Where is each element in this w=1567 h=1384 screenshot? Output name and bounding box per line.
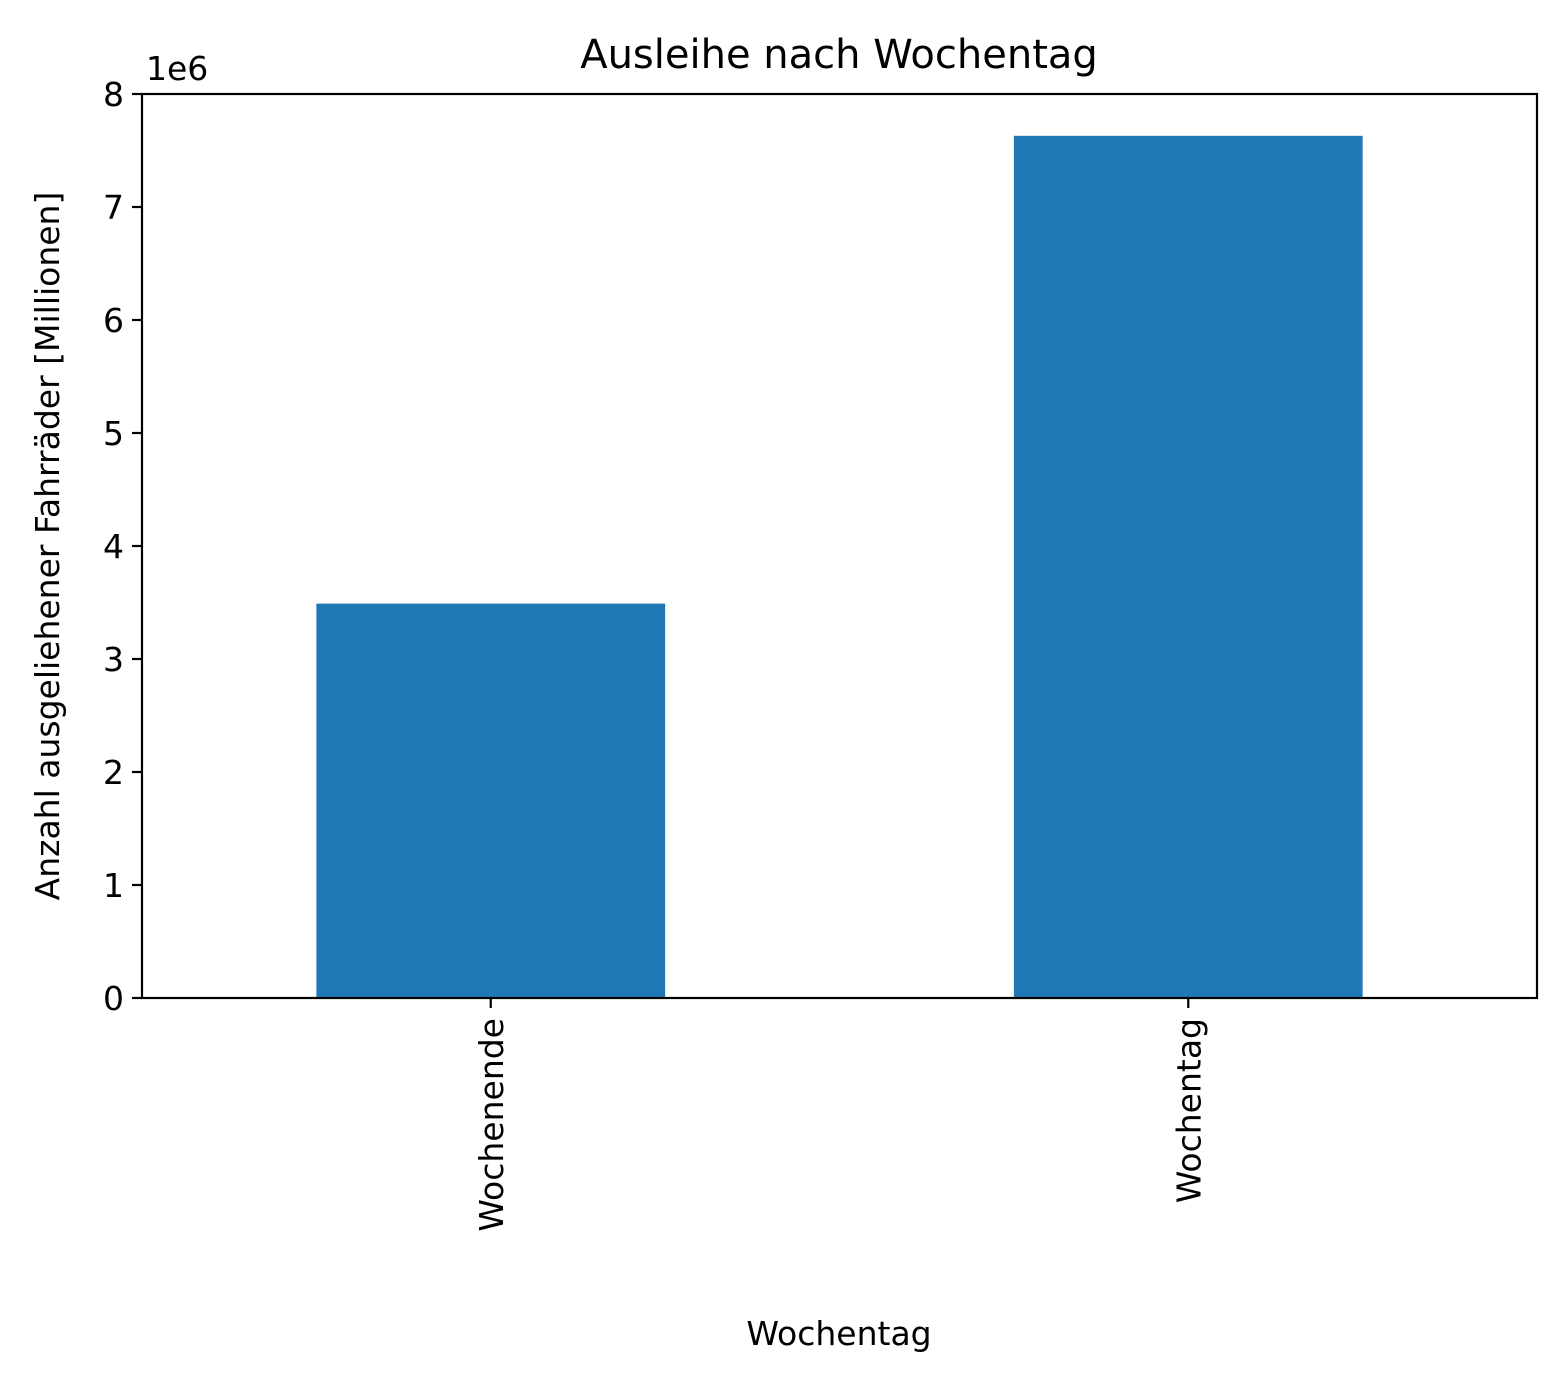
chart-title: Ausleihe nach Wochentag <box>580 32 1098 78</box>
bar-wochenende <box>316 603 666 998</box>
x-tick-label: Wochentag <box>1169 1018 1208 1203</box>
y-tick-label: 7 <box>103 188 124 227</box>
y-offset-label: 1e6 <box>146 49 208 88</box>
x-tick-label: Wochenende <box>472 1018 511 1232</box>
y-tick-label: 1 <box>103 866 124 905</box>
y-axis-ticks: 0 1 2 3 4 5 6 7 8 <box>103 75 142 1018</box>
y-tick-label: 2 <box>103 753 124 792</box>
bar-wochentag <box>1013 135 1363 998</box>
y-tick-label: 6 <box>103 301 124 340</box>
y-tick-label: 3 <box>103 640 124 679</box>
bars-group <box>316 135 1363 998</box>
y-tick-label: 0 <box>103 979 124 1018</box>
y-tick-label: 4 <box>103 527 124 566</box>
y-tick-label: 8 <box>103 75 124 114</box>
y-tick-label: 5 <box>103 414 124 453</box>
x-axis-label: Wochentag <box>746 1314 931 1353</box>
x-axis-ticks: Wochenende Wochentag <box>472 998 1208 1232</box>
y-axis-label: Anzahl ausgeliehener Fahrräder [Millione… <box>28 192 67 901</box>
